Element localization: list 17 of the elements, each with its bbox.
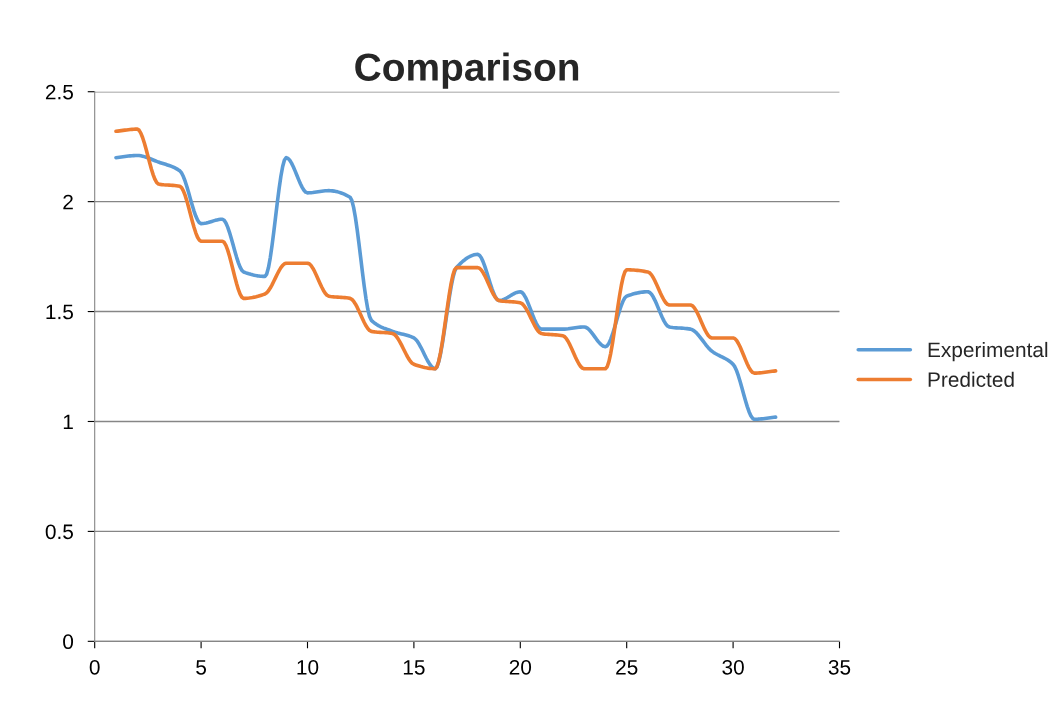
chart-title: Comparison [355,52,579,89]
x-tick-label: 35 [828,659,851,675]
y-tick-label: 2.5 [45,84,73,100]
x-tick-label: 10 [297,659,319,675]
y-tick-label: 1.5 [46,304,73,320]
x-tick-label: 20 [509,659,532,675]
x-tick-label: 25 [616,659,638,675]
x-tick-label: 0 [89,659,100,675]
legend-label: Experimental [928,341,1048,362]
y-tick-label: 1 [63,414,73,430]
y-tick-label: 2 [63,194,73,210]
y-tick-label: 0.5 [45,524,73,540]
x-tick-label: 30 [722,659,744,675]
x-tick-label: 15 [403,660,425,675]
y-tick-label: 0 [63,634,74,650]
x-tick-label: 5 [196,660,207,675]
legend-label: Predicted [928,371,1014,388]
